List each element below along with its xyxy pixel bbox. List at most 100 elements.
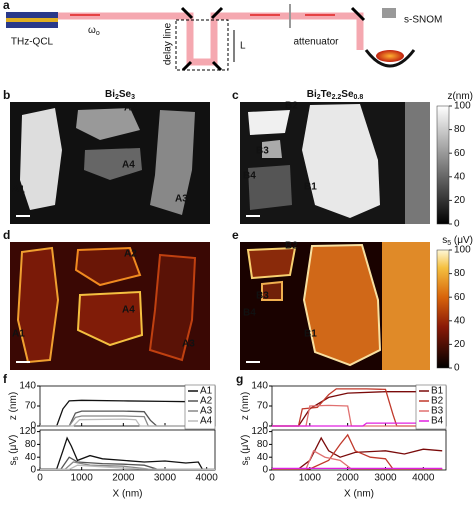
y-axis-label-part: (μV) — [8, 435, 19, 457]
x-tick-label: 3000 — [154, 473, 177, 484]
colorbar-tick-label: 100 — [454, 245, 471, 256]
region-label: B3 — [256, 291, 269, 302]
y-axis-label-part: z (nm) — [240, 392, 251, 420]
x-tick-label: 3000 — [374, 473, 397, 484]
colorbar-tick-label: 80 — [454, 124, 466, 135]
panel-title-part: 2.2 — [332, 94, 342, 101]
y-axis-label-part: 5 — [245, 456, 252, 460]
colorbar-tick-label: 40 — [454, 315, 466, 326]
region-label: A4 — [122, 305, 135, 316]
image-d — [10, 242, 210, 370]
y-axis-label: s5 (μV) — [240, 435, 253, 466]
colorbar-tick-label: 20 — [454, 339, 466, 350]
image-e — [240, 242, 430, 370]
length-label: L — [240, 41, 246, 52]
x-tick-label: 1000 — [299, 473, 322, 484]
scale-bars — [16, 215, 260, 363]
colorbar-tick-label: 20 — [454, 195, 466, 206]
colorbar-tick-label: 100 — [454, 101, 471, 112]
panel-title-part: Se — [119, 89, 132, 100]
axes-frame — [39, 429, 216, 471]
x-tick-label: 4000 — [196, 473, 219, 484]
colorbar-title: z(nm) — [447, 91, 473, 102]
region-label: A4 — [122, 160, 135, 171]
y-tick-label: 40 — [257, 452, 269, 463]
legend-label: B3 — [431, 406, 444, 417]
microscope-label: s-SNOM — [404, 15, 442, 26]
series-line — [272, 388, 443, 427]
x-tick-label: 2000 — [112, 473, 135, 484]
panel-label: e — [232, 228, 239, 242]
legend-label: B2 — [431, 396, 444, 407]
y-axis-label: z (nm) — [240, 392, 251, 420]
series-line — [40, 410, 215, 427]
mirrors — [180, 6, 366, 72]
colorbar-title: s5 (μV) — [442, 235, 473, 248]
y-tick-label: 80 — [257, 439, 269, 450]
frequency-label-part: ω — [88, 25, 96, 36]
y-tick-label: 0 — [30, 421, 36, 432]
legend-label: A1 — [200, 386, 213, 397]
panel-title-part: 2 — [317, 94, 321, 101]
y-tick-label: 120 — [19, 426, 36, 437]
panel-label: a — [3, 0, 10, 12]
sample — [376, 50, 404, 62]
panel-title-part: Bi — [307, 89, 317, 100]
region-label: B2 — [285, 101, 298, 112]
y-axis-label-part: 5 — [13, 456, 20, 460]
x-tick-label: 1000 — [71, 473, 94, 484]
x-tick-label: 2000 — [337, 473, 360, 484]
panel-title: Bi2Se3 — [105, 89, 135, 102]
source-label: THz-QCL — [11, 37, 54, 48]
colorbar-tick-label: 60 — [454, 148, 466, 159]
y-tick-label: 70 — [25, 401, 37, 412]
legend-label: A4 — [200, 416, 213, 427]
y-tick-label: 0 — [30, 465, 36, 476]
x-tick-label: 0 — [37, 473, 43, 484]
colorbar-title-part: 5 — [447, 240, 451, 247]
y-tick-label: 80 — [25, 439, 37, 450]
series-line — [40, 436, 215, 471]
y-axis-label-part: s — [8, 460, 19, 465]
image-c — [240, 102, 430, 224]
y-axis-label-part: (μV) — [240, 435, 251, 457]
frequency-label: ωo — [88, 25, 100, 38]
y-axis-label-part: s — [240, 460, 251, 465]
panel-label: b — [3, 88, 10, 102]
y-tick-label: 120 — [251, 426, 268, 437]
legend-label: A3 — [200, 406, 213, 417]
x-tick-label: 4000 — [412, 473, 435, 484]
colorbar-title-part: z(nm) — [447, 91, 473, 102]
region-label: B1 — [304, 329, 317, 340]
colorbar-title-part: s — [442, 235, 447, 246]
mirror — [364, 49, 416, 68]
panel-label: d — [3, 228, 10, 242]
region-label: A1 — [12, 329, 25, 340]
region-label: B4 — [243, 308, 256, 319]
colorbar-tick-label: 40 — [454, 171, 466, 182]
y-tick-label: 0 — [262, 421, 268, 432]
x-axis-label: X (nm) — [344, 489, 374, 500]
y-tick-label: 0 — [262, 465, 268, 476]
attenuator-label: attenuator — [293, 37, 339, 48]
y-tick-label: 140 — [251, 381, 268, 392]
series-line — [40, 415, 215, 427]
axes-frame — [271, 429, 447, 471]
image-b — [10, 102, 210, 224]
y-tick-label: 140 — [19, 381, 36, 392]
qcl-layer — [6, 22, 58, 28]
colorbar-tick-label: 60 — [454, 292, 466, 303]
region-label: B1 — [304, 182, 317, 193]
schematic — [6, 4, 416, 72]
region-label: A2 — [124, 249, 137, 260]
colorbar-tick-label: 0 — [454, 363, 460, 374]
series-line — [40, 456, 216, 471]
series-line — [272, 436, 443, 470]
series-line — [272, 433, 443, 470]
tip — [382, 8, 396, 18]
series-line — [40, 418, 215, 427]
region-label: A1 — [12, 185, 25, 196]
y-axis-label: s5 (μV) — [8, 435, 21, 466]
colorbar-e — [436, 249, 450, 369]
